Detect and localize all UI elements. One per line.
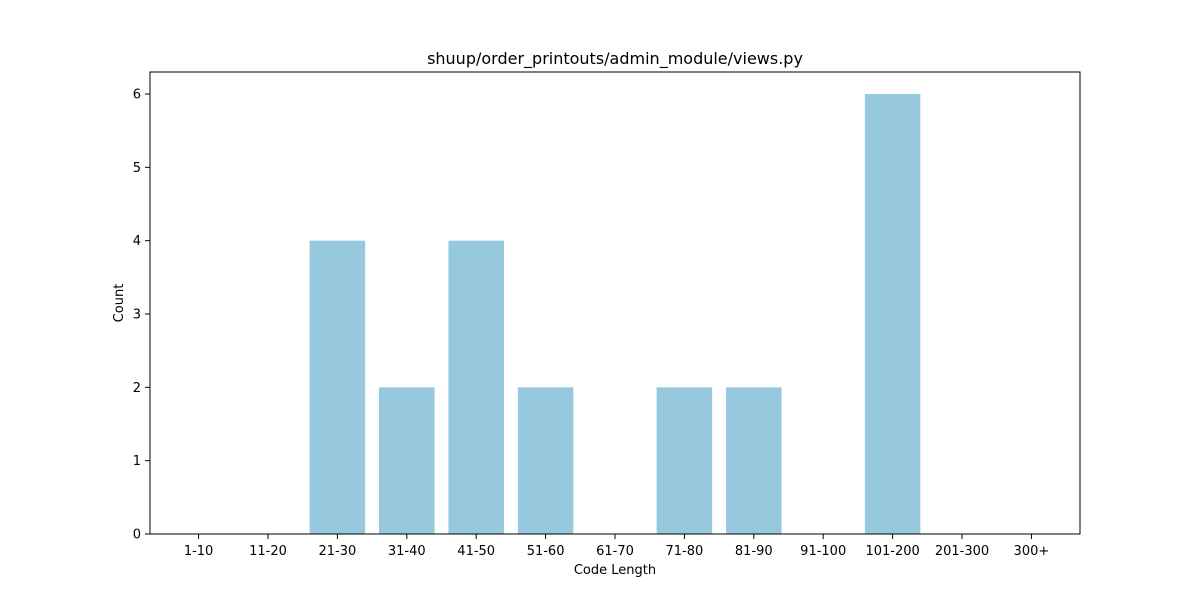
bar-41-50 [448,240,504,535]
x-tick-label: 51-60 [527,544,565,559]
x-tick-label: 11-20 [249,544,287,559]
y-tick-label: 6 [133,88,141,103]
y-tick-label: 5 [133,161,141,176]
chart-title: shuup/order_printouts/admin_module/views… [427,49,803,69]
bar-21-30 [309,240,366,535]
x-tick-label: 81-90 [735,544,773,559]
x-tick-label: 31-40 [388,544,426,559]
x-tick-label: 1-10 [184,544,214,559]
y-tick-label: 4 [133,234,141,249]
x-tick-label: 300+ [1014,544,1050,559]
bar-31-40 [379,387,435,534]
y-tick-label: 3 [133,308,141,323]
bar-51-60 [517,387,574,534]
x-tick-label: 61-70 [596,544,634,559]
bar-series [309,94,921,535]
y-tick-label: 2 [133,381,141,396]
x-tick-label: 71-80 [666,544,704,559]
bar-71-80 [656,387,713,534]
x-tick-label: 21-30 [318,544,356,559]
y-axis-label: Count [112,284,127,323]
x-axis: 1-10 11-20 21-30 31-40 41-50 51-60 61-70 71-80 8… [184,534,1049,559]
x-axis-label: Code Length [574,563,656,578]
plot-frame [149,71,1081,535]
x-tick-label: 41-50 [457,544,495,559]
y-axis: 0 1 2 3 4 5 6 [133,88,150,543]
y-tick-label: 1 [133,454,141,469]
x-tick-label: 91-100 [800,544,846,559]
bar-101-200 [864,94,921,534]
x-tick-label: 201-300 [935,544,989,559]
x-tick-label: 101-200 [865,544,919,559]
y-tick-label: 0 [133,528,141,543]
bar-81-90 [726,387,782,534]
